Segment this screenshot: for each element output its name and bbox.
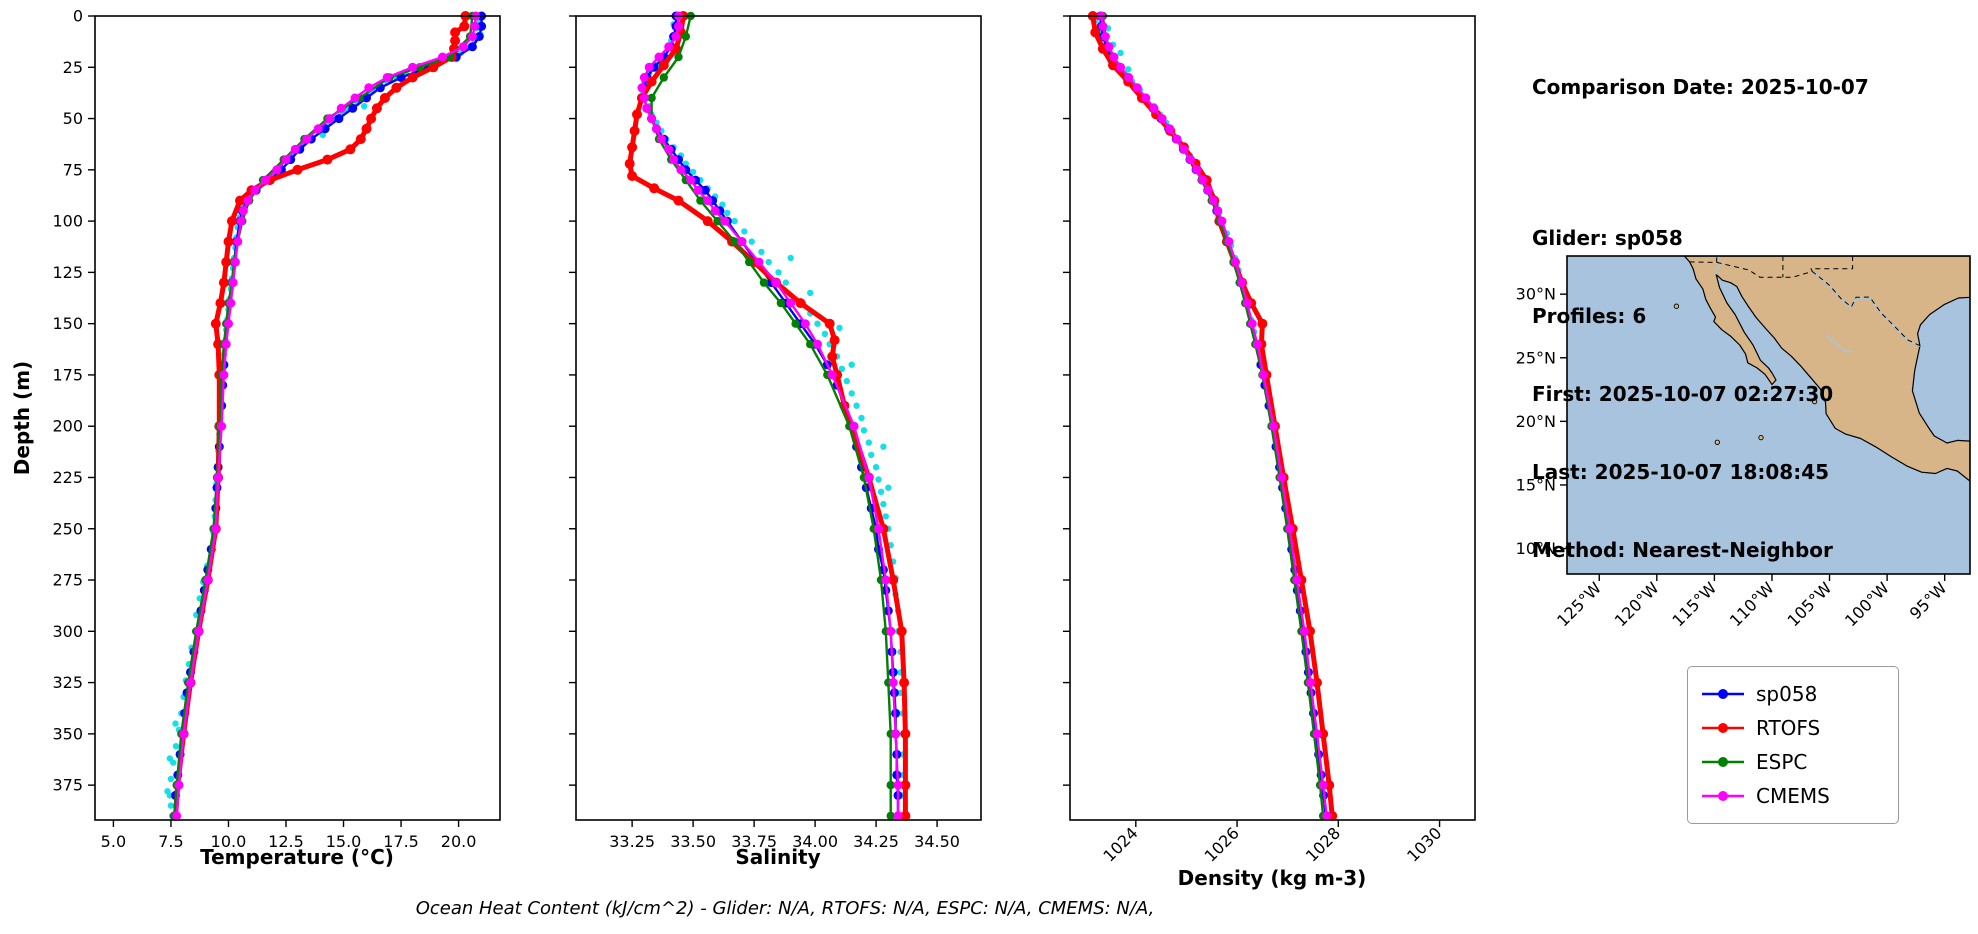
svg-text:200: 200 (52, 417, 83, 436)
map-geography (1673, 256, 1970, 482)
svg-text:10.0: 10.0 (211, 832, 247, 851)
svg-text:17.5: 17.5 (383, 832, 419, 851)
svg-text:20°N: 20°N (1516, 412, 1556, 431)
legend-line-marker-icon (1702, 689, 1744, 699)
svg-text:20.0: 20.0 (441, 832, 477, 851)
svg-text:25°N: 25°N (1516, 348, 1556, 367)
svg-text:150: 150 (52, 314, 83, 333)
svg-text:12.5: 12.5 (268, 832, 304, 851)
svg-text:1024: 1024 (1099, 823, 1141, 865)
legend-label: sp058 (1756, 682, 1818, 706)
legend-line-marker-icon (1702, 791, 1744, 801)
info-gap (1532, 152, 1869, 173)
comparison-date-text: Comparison Date: 2025-10-07 (1532, 75, 1869, 99)
svg-text:7.5: 7.5 (158, 832, 183, 851)
x-axis-title-salinity: Salinity (735, 845, 821, 869)
svg-text:75: 75 (63, 160, 83, 179)
legend-item-cmems: CMEMS (1700, 779, 1886, 813)
method-text: Method: Nearest-Neighbor (1532, 538, 1833, 562)
svg-text:10°N: 10°N (1516, 539, 1556, 558)
legend-line-marker-icon (1702, 723, 1744, 733)
legend-line-marker-icon (1702, 757, 1744, 767)
legend-item-espc: ESPC (1700, 745, 1886, 779)
svg-text:34.25: 34.25 (853, 832, 899, 851)
legend-item-rtofs: RTOFS (1700, 711, 1886, 745)
svg-text:33.25: 33.25 (609, 832, 655, 851)
svg-text:1028: 1028 (1302, 823, 1344, 865)
svg-text:33.75: 33.75 (731, 832, 777, 851)
svg-text:350: 350 (52, 724, 83, 743)
last-time-text: Last: 2025-10-07 18:08:45 (1532, 460, 1830, 484)
x-axis-title-density: Density (kg m-3) (1177, 866, 1367, 890)
svg-text:50: 50 (63, 109, 83, 128)
svg-text:30°N: 30°N (1516, 285, 1556, 304)
y-axis-title-depth: Depth (m) (10, 360, 34, 476)
legend-label: CMEMS (1756, 784, 1830, 808)
profiles-text: Profiles: 6 (1532, 304, 1647, 328)
svg-text:300: 300 (52, 622, 83, 641)
info-panel: Comparison Date: 2025-10-07 Glider: sp05… (1532, 22, 1869, 615)
svg-text:15°N: 15°N (1516, 475, 1556, 494)
svg-text:34.00: 34.00 (792, 832, 838, 851)
first-time-text: First: 2025-10-07 02:27:30 (1532, 382, 1834, 406)
svg-text:325: 325 (52, 673, 83, 692)
svg-text:125: 125 (52, 263, 83, 282)
glider-text: Glider: sp058 (1532, 226, 1683, 250)
svg-text:175: 175 (52, 365, 83, 384)
svg-text:33.50: 33.50 (670, 832, 716, 851)
svg-text:275: 275 (52, 571, 83, 590)
x-axis-title-temperature: Temperature (°C) (200, 845, 394, 869)
legend-label: ESPC (1756, 750, 1808, 774)
svg-text:34.50: 34.50 (914, 832, 960, 851)
svg-text:375: 375 (52, 776, 83, 795)
svg-text:250: 250 (52, 519, 83, 538)
svg-text:15.0: 15.0 (326, 832, 362, 851)
svg-text:1030: 1030 (1403, 823, 1445, 865)
svg-text:25: 25 (63, 58, 83, 77)
svg-text:0: 0 (73, 7, 83, 26)
legend: sp058 RTOFS ESPC CMEMS (1687, 666, 1899, 824)
svg-text:100: 100 (52, 212, 83, 231)
legend-item-sp058: sp058 (1700, 677, 1886, 711)
legend-label: RTOFS (1756, 716, 1821, 740)
svg-text:5.0: 5.0 (101, 832, 126, 851)
svg-text:95°W: 95°W (1906, 578, 1951, 623)
ocean-heat-content-caption: Ocean Heat Content (kJ/cm^2) - Glider: N… (415, 898, 1155, 919)
svg-text:225: 225 (52, 468, 83, 487)
svg-text:1026: 1026 (1201, 823, 1243, 865)
